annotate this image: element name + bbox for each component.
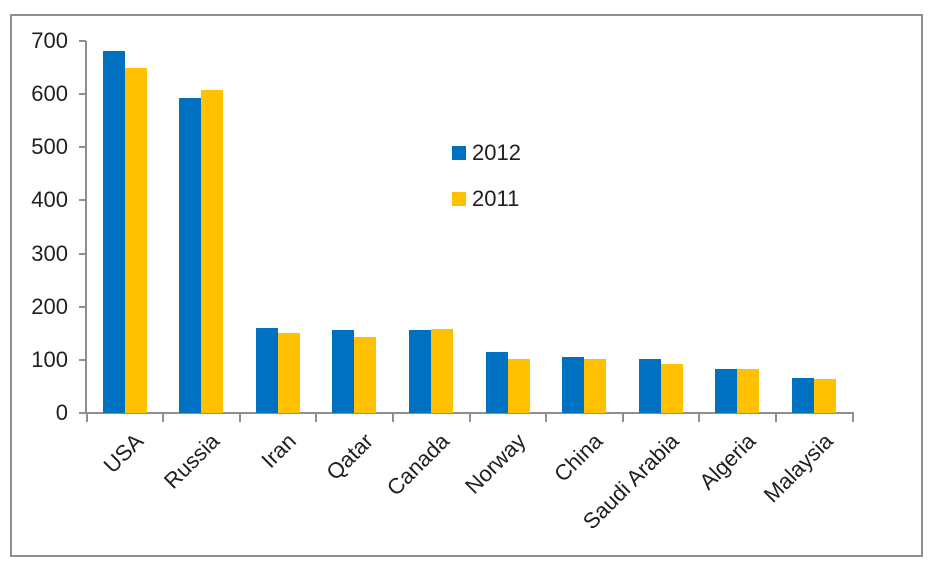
y-axis-tick-label: 200 xyxy=(31,293,68,319)
y-axis-tick-label: 100 xyxy=(31,346,68,372)
bar-iran-2012 xyxy=(255,327,278,413)
bar-malaysia-2011 xyxy=(814,378,836,413)
y-axis-tick xyxy=(79,199,86,202)
x-axis-tick xyxy=(775,413,777,422)
bar-algeria-2011 xyxy=(737,369,760,413)
y-axis-tick-label: 300 xyxy=(31,240,68,266)
bar-saudi-arabia-2012 xyxy=(638,358,661,413)
y-axis-tick xyxy=(79,146,86,149)
bar-usa-2011 xyxy=(124,67,147,413)
bar-canada-2012 xyxy=(409,330,431,413)
bar-russia-2012 xyxy=(179,98,202,413)
x-axis-tick xyxy=(468,413,471,422)
x-axis-tick xyxy=(315,413,318,422)
y-axis-tick xyxy=(79,412,86,414)
y-axis-tick-label: 400 xyxy=(31,187,68,213)
bar-norway-2012 xyxy=(485,352,508,413)
chart-border xyxy=(10,14,923,557)
bar-russia-2011 xyxy=(201,90,224,413)
y-axis-tick xyxy=(79,252,86,255)
bar-malaysia-2012 xyxy=(792,378,814,413)
y-axis-tick-label: 600 xyxy=(31,81,68,107)
x-axis-tick xyxy=(545,413,548,422)
bar-qatar-2011 xyxy=(354,337,377,413)
y-axis-tick-label: 500 xyxy=(31,134,68,160)
legend-item-2011: 2011 xyxy=(452,186,519,212)
x-axis-tick xyxy=(851,413,854,422)
y-axis-tick xyxy=(79,93,86,96)
y-axis-tick xyxy=(79,358,86,361)
legend-label-2012: 2012 xyxy=(472,140,521,165)
legend-swatch-2011 xyxy=(452,192,466,206)
bar-norway-2011 xyxy=(507,359,530,413)
bar-iran-2011 xyxy=(277,332,300,413)
legend-label-2011: 2011 xyxy=(472,186,520,211)
bar-china-2011 xyxy=(584,358,607,413)
bar-canada-2011 xyxy=(431,328,453,413)
legend-item-2012: 2012 xyxy=(452,140,521,166)
bar-usa-2012 xyxy=(102,50,125,413)
y-axis-tick-label: 700 xyxy=(31,28,68,53)
y-axis-tick-label: 0 xyxy=(55,400,68,425)
x-axis-tick xyxy=(392,413,394,422)
bar-qatar-2012 xyxy=(332,329,355,413)
legend-swatch-2012 xyxy=(452,146,466,160)
bar-china-2012 xyxy=(562,356,585,413)
y-axis-line xyxy=(85,41,87,414)
bar-algeria-2012 xyxy=(715,369,738,413)
y-axis-tick xyxy=(79,40,86,42)
bar-saudi-arabia-2011 xyxy=(660,364,683,413)
x-axis-tick xyxy=(85,413,88,422)
x-axis-tick xyxy=(162,413,165,422)
x-axis-tick xyxy=(621,413,624,422)
y-axis-tick xyxy=(79,305,86,308)
x-axis-tick xyxy=(238,413,241,422)
x-axis-tick xyxy=(698,413,701,422)
